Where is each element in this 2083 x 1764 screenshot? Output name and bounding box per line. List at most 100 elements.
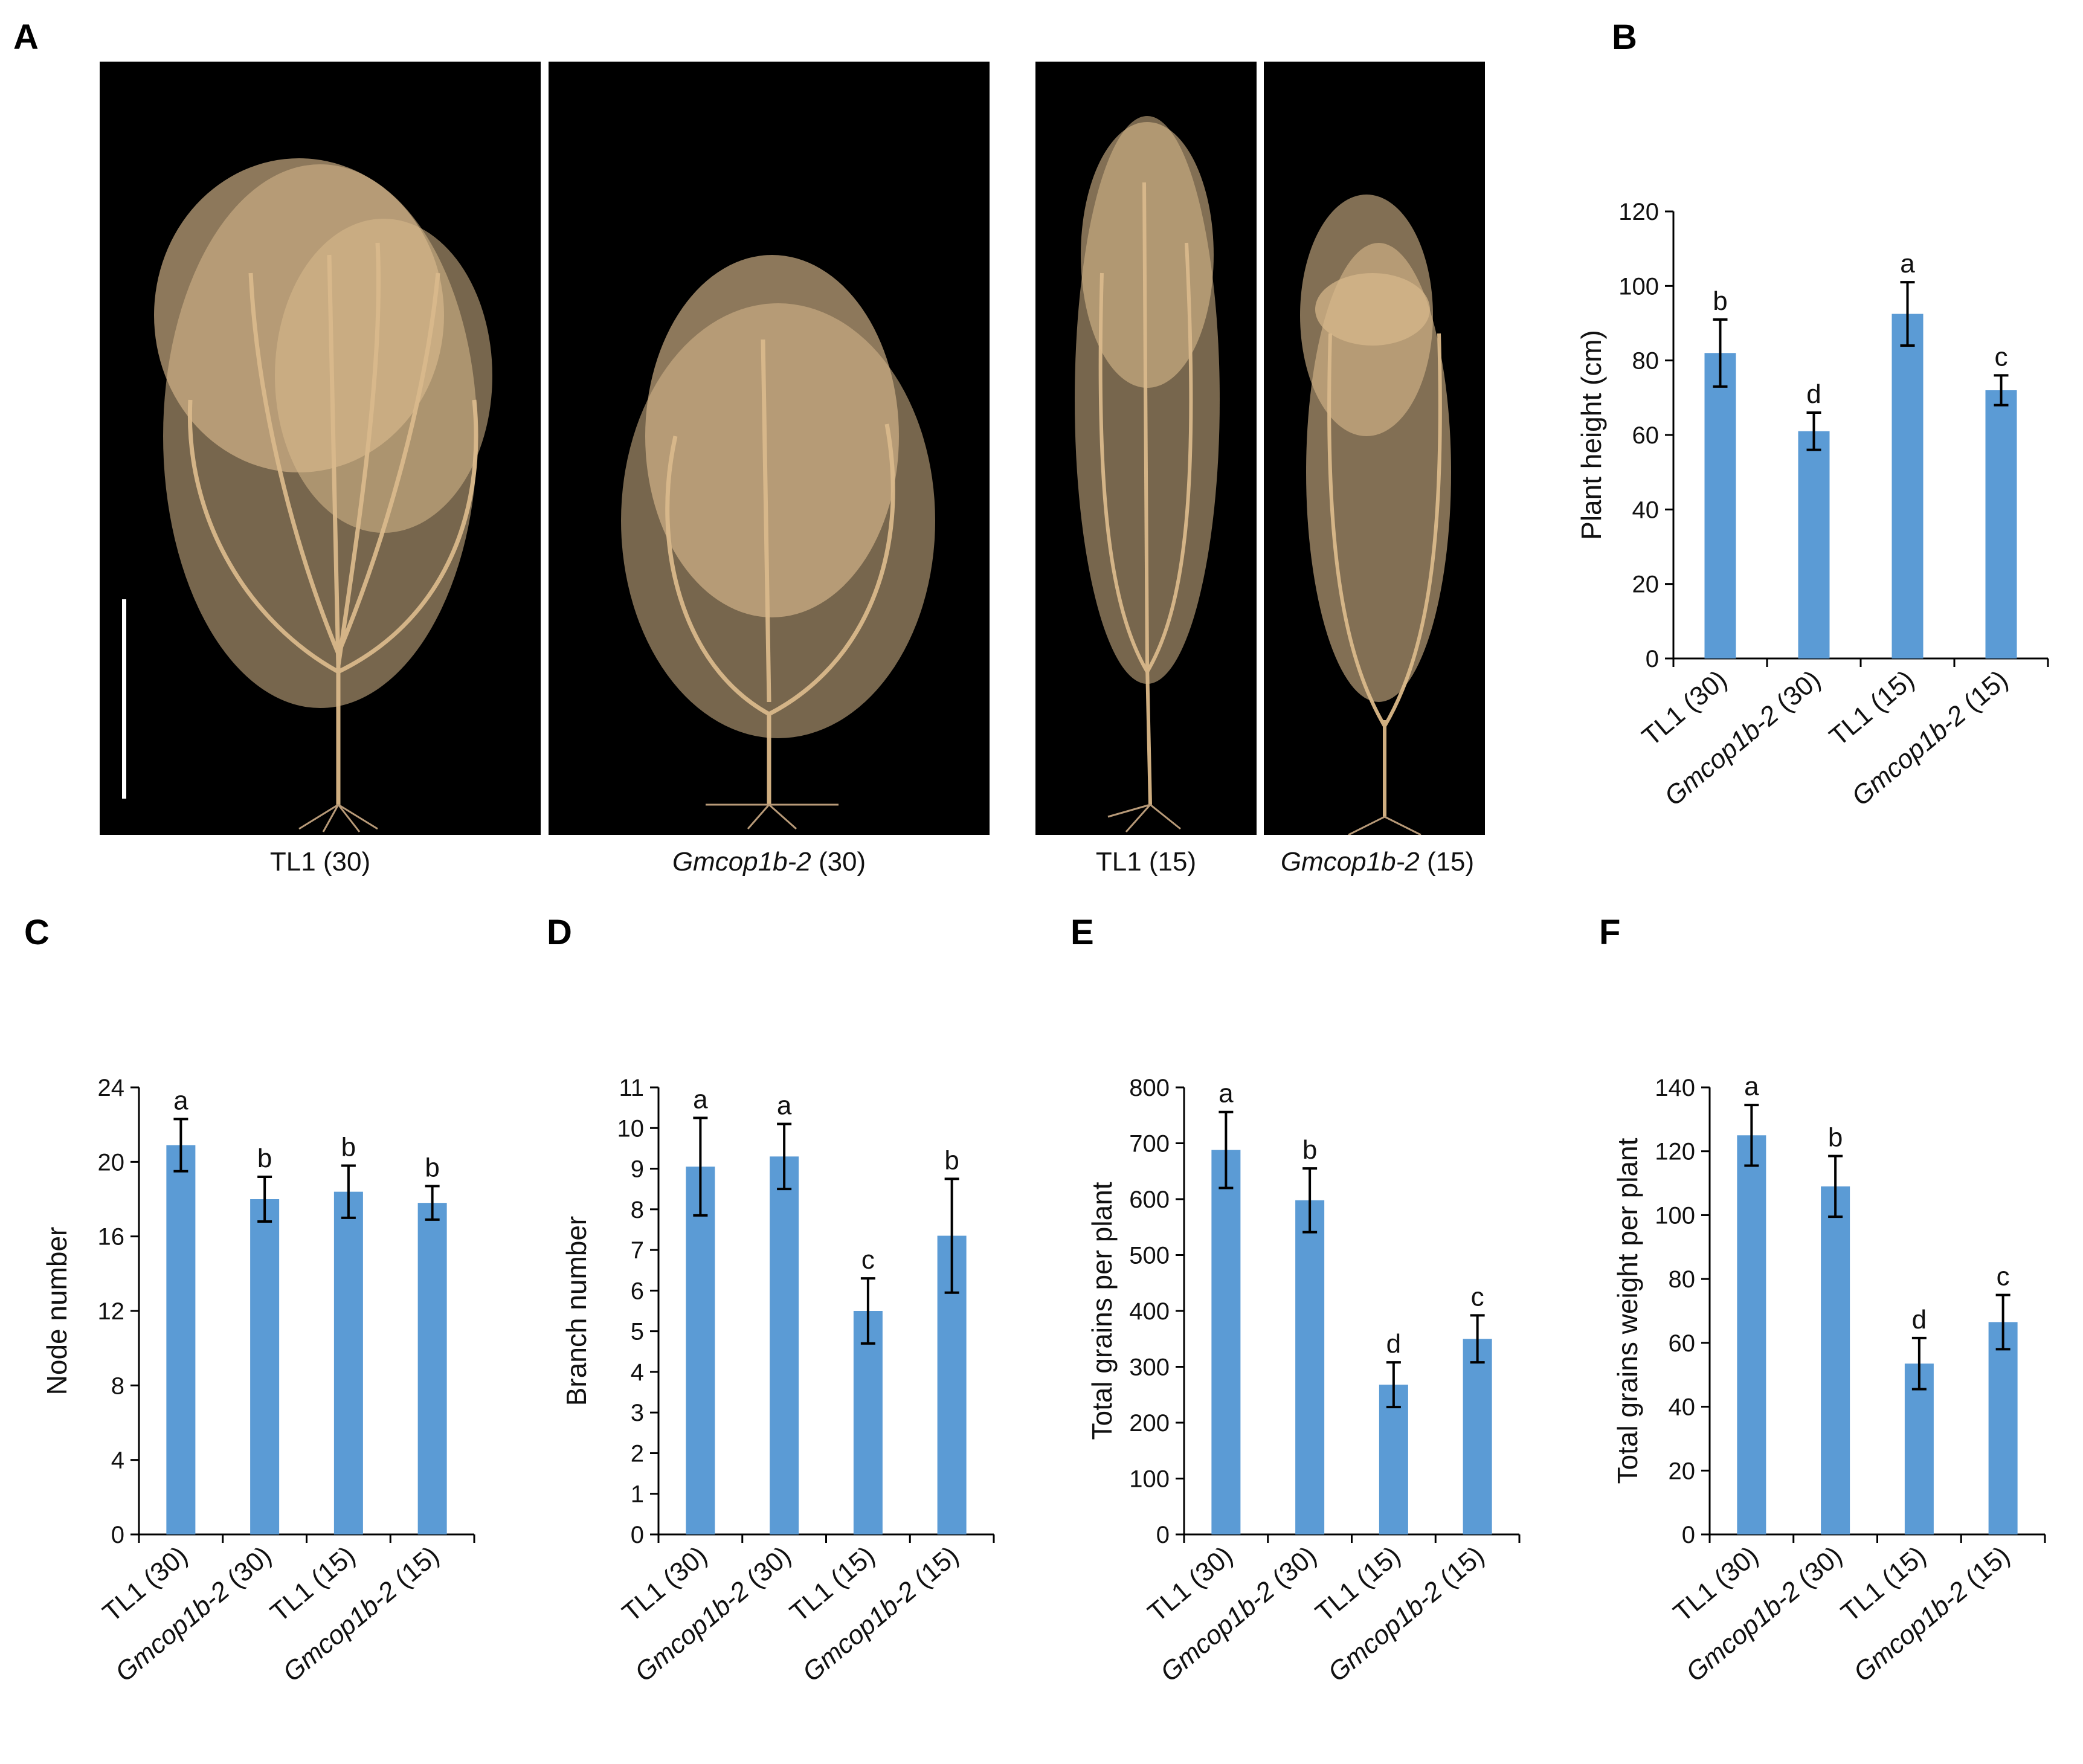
y-tick-label: 40: [1669, 1394, 1696, 1421]
y-tick-label: 0: [111, 1522, 124, 1548]
x-tick-label: Gmcop1b-2 (30): [1155, 1540, 1322, 1687]
bar-f: [1904, 1363, 1934, 1534]
y-tick-label: 11: [619, 1075, 644, 1101]
panel-letter-f: F: [1599, 913, 1621, 952]
y-axis-title-c: Node number: [41, 1227, 72, 1395]
x-tick-label: Gmcop1b-2 (30): [1681, 1540, 1848, 1687]
significance-letter: b: [341, 1133, 356, 1162]
y-tick-label: 800: [1129, 1075, 1170, 1101]
bar-c: [417, 1203, 447, 1534]
y-tick-label: 7: [631, 1237, 644, 1264]
x-tick-label: Gmcop1b-2 (15): [1848, 1540, 2015, 1687]
significance-letter: a: [1744, 1072, 1759, 1101]
panel-letter-d: D: [547, 913, 572, 952]
significance-letter: c: [861, 1245, 875, 1275]
plant-photo-tl1-15: [1035, 62, 1257, 835]
y-tick-label: 300: [1129, 1354, 1170, 1381]
y-tick-label: 20: [1669, 1458, 1696, 1484]
chart-plant-height: 0 20 40 60 80 100 120 Plant height (cm) b TL1 (30…: [1571, 91, 2083, 912]
y-tick-label: 100: [1655, 1202, 1695, 1229]
y-tick-label: 140: [1655, 1075, 1695, 1101]
y-tick-label: 700: [1129, 1131, 1170, 1157]
bar-f: [1988, 1322, 2018, 1534]
y-tick-label: 4: [111, 1447, 124, 1474]
significance-letter: a: [1900, 249, 1915, 278]
y-tick-label: 8: [631, 1197, 644, 1223]
y-tick-label: 0: [1646, 646, 1659, 672]
bar-d: [686, 1167, 715, 1534]
significance-letter: d: [1806, 379, 1821, 409]
y-tick-label: 3: [631, 1400, 644, 1426]
significance-letter: b: [257, 1144, 272, 1173]
panel-letter-b: B: [1612, 18, 1637, 57]
bar-d: [770, 1156, 799, 1534]
bar-e: [1463, 1339, 1492, 1534]
y-tick-label: 200: [1129, 1410, 1170, 1437]
y-tick-label: 600: [1129, 1186, 1170, 1213]
y-tick-label: 0: [631, 1522, 644, 1548]
bar-e: [1211, 1150, 1241, 1534]
x-tick-label: Gmcop1b-2 (15): [1322, 1540, 1490, 1687]
y-tick-label: 16: [98, 1224, 125, 1251]
bar-b: [1985, 390, 2017, 658]
significance-letter: c: [1995, 342, 2008, 372]
bar-f: [1737, 1135, 1766, 1534]
y-axis-title-d: Branch number: [561, 1216, 592, 1406]
x-tick-label: Gmcop1b-2 (15): [797, 1540, 964, 1687]
significance-letter: a: [1219, 1079, 1234, 1109]
plant-photo-gmcop1b2-15: [1264, 62, 1485, 835]
y-tick-label: 80: [1669, 1266, 1696, 1293]
panel-letter-a: A: [13, 18, 39, 57]
significance-letter: d: [1912, 1305, 1927, 1334]
y-tick-label: 20: [98, 1149, 125, 1176]
y-tick-label: 80: [1632, 348, 1660, 375]
y-tick-label: 8: [111, 1373, 124, 1399]
photo-label-gmcop1b2-30: Gmcop1b-2 (30): [672, 847, 866, 877]
y-tick-label: 4: [631, 1359, 644, 1386]
x-tick-label: Gmcop1b-2 (30): [629, 1540, 797, 1687]
y-tick-label: 5: [631, 1319, 644, 1345]
bar-b: [1704, 353, 1736, 658]
photo-label-gmcop1b2-15: Gmcop1b-2 (15): [1280, 847, 1475, 877]
bar-c: [166, 1145, 196, 1534]
y-tick-label: 1: [631, 1481, 644, 1508]
chart-node-number: 0 4 8 12 16 20 24 Node number a TL1 (30) b Gmcop1b-…: [36, 979, 507, 1764]
significance-letter: b: [425, 1153, 439, 1182]
bar-c: [333, 1191, 363, 1534]
significance-letter: b: [1713, 286, 1727, 316]
significance-letter: c: [1471, 1282, 1484, 1312]
y-tick-label: 6: [631, 1278, 644, 1304]
significance-letter: a: [173, 1086, 188, 1115]
plant-photo-tl1-30: [100, 62, 541, 835]
chart-branch-number: 0 1 2 3 4 5 6 7 8 9 10 11 Branch number a TL1 (30) a Gmc…: [556, 979, 1027, 1764]
significance-letter: b: [1302, 1135, 1317, 1165]
significance-letter: c: [1997, 1262, 2010, 1292]
chart-total-grains: 0 100 200 300 400 500 600 700 800 Total grains pe…: [1081, 979, 1553, 1764]
y-tick-label: 9: [631, 1156, 644, 1183]
y-tick-label: 40: [1632, 497, 1660, 523]
y-tick-label: 100: [1129, 1466, 1170, 1493]
bar-c: [250, 1199, 280, 1534]
significance-letter: a: [777, 1091, 792, 1121]
bar-b: [1798, 431, 1830, 658]
significance-letter: b: [944, 1145, 959, 1175]
bar-e: [1295, 1200, 1325, 1534]
photo-label-tl1-15: TL1 (15): [1095, 847, 1197, 877]
x-tick-label: Gmcop1b-2 (15): [277, 1540, 445, 1687]
y-axis-title-b: Plant height (cm): [1576, 330, 1607, 540]
plant-photo-gmcop1b2-30: [549, 62, 990, 835]
photo-label-tl1-30: TL1 (30): [269, 847, 371, 877]
bar-d: [853, 1311, 883, 1534]
x-tick-label: Gmcop1b-2 (30): [1659, 665, 1826, 811]
y-tick-label: 120: [1655, 1139, 1695, 1165]
y-tick-label: 60: [1669, 1330, 1696, 1357]
panel-letter-e: E: [1070, 913, 1094, 952]
y-tick-label: 0: [1682, 1522, 1695, 1548]
y-tick-label: 20: [1632, 571, 1660, 598]
significance-letter: a: [693, 1084, 708, 1114]
y-tick-label: 10: [617, 1115, 645, 1142]
significance-letter: d: [1386, 1329, 1401, 1359]
x-tick-label: Gmcop1b-2 (30): [110, 1540, 277, 1687]
y-tick-label: 12: [98, 1298, 125, 1325]
y-tick-label: 500: [1129, 1243, 1170, 1269]
